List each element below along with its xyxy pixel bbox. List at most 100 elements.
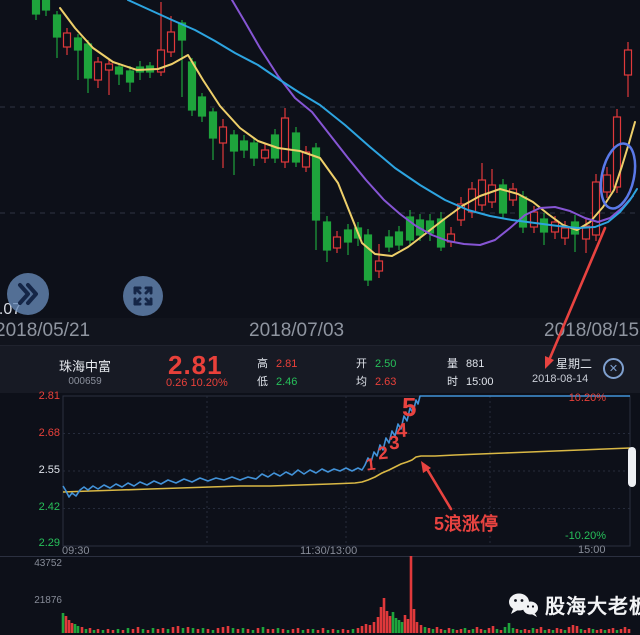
volume-bar <box>64 616 68 633</box>
candle <box>446 227 456 247</box>
volume-bar <box>101 630 105 633</box>
volume-bar <box>595 630 599 633</box>
intraday-chart[interactable] <box>0 392 640 558</box>
volume-bar <box>206 629 210 633</box>
volume-bar <box>571 625 575 633</box>
candle-body <box>498 184 508 214</box>
volume-bar <box>296 628 300 633</box>
volume-bar <box>76 626 80 633</box>
pct-limit-down: -10.20% <box>565 530 606 542</box>
volume-bar <box>419 625 423 633</box>
candle-body <box>52 14 62 38</box>
collapse-panel-button[interactable] <box>7 273 49 315</box>
volume-bar <box>483 630 487 633</box>
volume-bar <box>491 626 495 633</box>
candle <box>570 215 580 252</box>
candle-body <box>260 149 270 159</box>
close-icon: ✕ <box>608 363 619 375</box>
high-low-column: 高 2.81 低 2.46 <box>257 355 349 391</box>
candle <box>52 11 62 58</box>
volume-bar <box>495 629 499 633</box>
volume-bar <box>463 628 467 633</box>
volume-bar <box>321 628 325 633</box>
fullscreen-button[interactable] <box>123 276 163 316</box>
yaxis-2-42: 2.42 <box>38 501 60 513</box>
volume-bar <box>221 627 225 633</box>
volume-bar <box>301 630 305 633</box>
volume-bar <box>88 628 92 633</box>
candle <box>260 144 270 163</box>
volume-bar <box>519 630 523 633</box>
volume-bar <box>70 623 74 633</box>
close-button[interactable]: ✕ <box>603 358 624 379</box>
volume-bar <box>166 629 170 633</box>
volume-bar <box>111 630 115 633</box>
candle <box>623 42 633 97</box>
wechat-icon <box>509 593 538 617</box>
volume-bar <box>226 626 230 633</box>
candle-body <box>384 236 394 248</box>
volume-bar <box>156 629 160 633</box>
volume-bar <box>73 624 77 633</box>
volume-bar <box>527 630 531 633</box>
price-line <box>62 395 630 498</box>
candle <box>591 174 601 241</box>
volume-bar <box>507 623 511 633</box>
avg-line <box>62 447 631 493</box>
volume-chart[interactable] <box>0 556 640 635</box>
volume-bar <box>487 628 491 633</box>
candle <box>539 213 549 245</box>
scrollbar-thumb[interactable] <box>628 447 636 487</box>
candle <box>343 224 353 255</box>
last-price: 2.81 <box>168 350 223 380</box>
volume-bar <box>627 629 631 633</box>
candle-body <box>166 31 176 53</box>
candle <box>384 230 394 252</box>
candle <box>125 66 135 92</box>
kline-chart[interactable] <box>0 0 640 345</box>
open-value: 2.50 <box>375 358 397 370</box>
volume-bar <box>503 627 507 633</box>
candle <box>301 146 311 172</box>
candle <box>280 108 290 168</box>
yaxis-2-68: 2.68 <box>38 427 60 439</box>
volume-bar <box>131 629 135 633</box>
volume-bar <box>563 630 567 633</box>
volume-bar <box>394 618 398 633</box>
volume-bar <box>475 627 479 633</box>
candle-body <box>602 174 612 193</box>
price-change: 0.26 10.20% <box>166 377 228 389</box>
candle <box>374 244 384 278</box>
volume-bar <box>435 627 439 633</box>
pct-limit-up: 10.20% <box>568 392 606 404</box>
candle <box>41 0 51 16</box>
time-label: 时 <box>447 376 458 388</box>
volume-bar <box>591 629 595 633</box>
candle <box>311 143 321 250</box>
candle-body <box>405 216 415 241</box>
candle-body <box>311 147 321 221</box>
candle <box>456 197 466 226</box>
wave-label-4: 4 <box>395 419 408 443</box>
xaxis-1500: 15:00 <box>578 544 606 556</box>
candle-body <box>125 70 135 83</box>
volume-bar <box>171 627 175 633</box>
yaxis-2-29: 2.29 <box>38 537 60 549</box>
volume-bar <box>587 628 591 633</box>
volume-bar <box>67 620 71 633</box>
candle <box>31 0 41 20</box>
volume-bar <box>351 629 355 633</box>
volume-bar <box>409 556 413 633</box>
candle <box>487 169 497 208</box>
candle <box>62 28 72 55</box>
candle-body <box>508 188 518 201</box>
candle <box>477 163 487 211</box>
volume-bar <box>146 630 150 633</box>
volume-bar <box>61 613 65 633</box>
volume-bar <box>261 627 265 633</box>
candle <box>93 57 103 88</box>
volume-bar <box>176 626 180 633</box>
candle <box>332 231 342 253</box>
volume-bar <box>241 628 245 633</box>
volume-bar <box>443 630 447 633</box>
